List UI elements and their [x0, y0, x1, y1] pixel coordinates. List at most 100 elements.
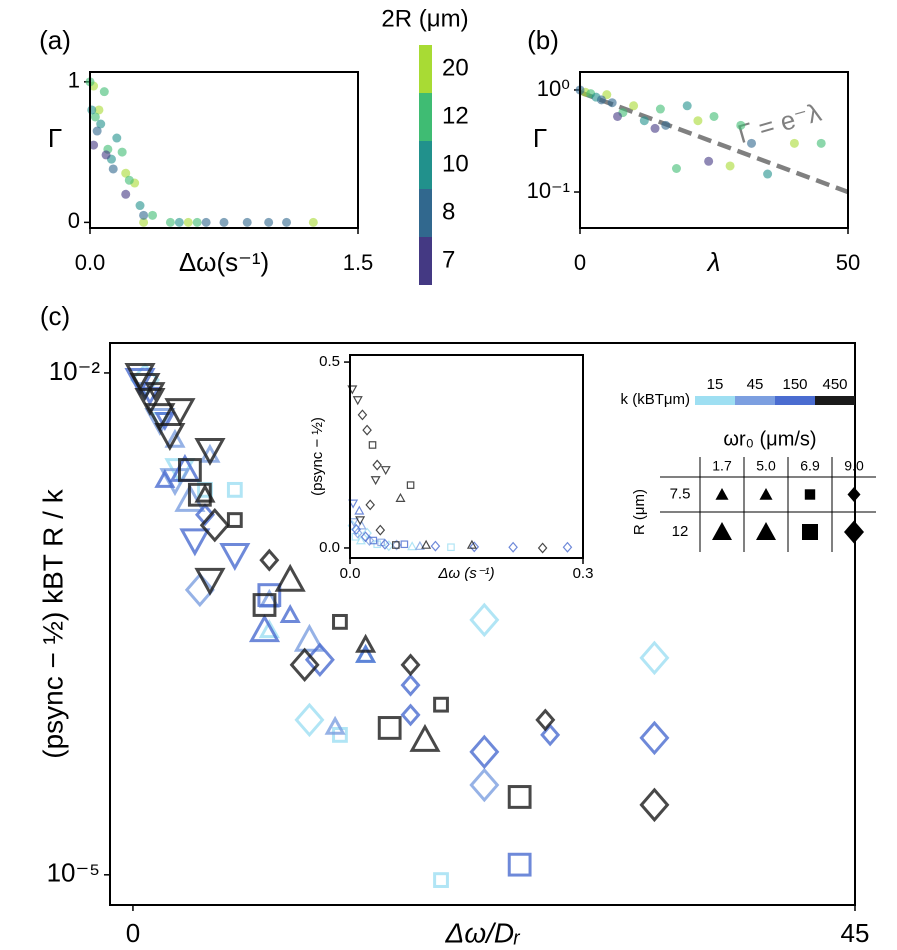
- marker: [400, 540, 409, 549]
- point: [121, 189, 131, 199]
- y-tick-label: 0: [68, 208, 80, 233]
- marker: [144, 382, 166, 402]
- point: [148, 210, 158, 220]
- colorbar-label: 7: [442, 246, 455, 273]
- marker-legend-title: ωr₀ (μm/s): [723, 428, 816, 450]
- marker: [365, 499, 375, 511]
- point: [282, 217, 292, 227]
- marker: [199, 507, 230, 543]
- marker: [274, 563, 306, 592]
- x-tick-label: 0: [126, 918, 140, 948]
- marker: [259, 548, 280, 572]
- marker: [377, 716, 402, 740]
- marker: [219, 543, 251, 572]
- marker: [179, 528, 211, 557]
- marker: [540, 723, 561, 747]
- point: [671, 163, 681, 173]
- point: [135, 201, 145, 211]
- panel-label: (a): [39, 25, 71, 55]
- marker: [537, 542, 548, 554]
- point: [682, 101, 692, 111]
- legend-marker: [844, 520, 864, 544]
- marker: [324, 715, 346, 735]
- marker: [430, 540, 441, 552]
- point: [242, 217, 252, 227]
- x-tick-label: 0.0: [75, 250, 106, 275]
- point: [92, 126, 102, 136]
- marker: [154, 423, 186, 452]
- colorbar-label: 8: [442, 198, 455, 225]
- marker: [124, 368, 156, 397]
- marker: [380, 538, 390, 550]
- marker: [348, 518, 359, 528]
- y-tick-label: 10⁻¹: [527, 178, 570, 203]
- marker-legend-column: 5.0: [756, 458, 776, 474]
- marker: [407, 541, 418, 551]
- marker: [356, 520, 367, 530]
- x-axis-label: λ: [706, 247, 721, 277]
- marker: [392, 541, 400, 549]
- marker-legend-row: 7.5: [670, 485, 691, 502]
- axes-frame: [579, 71, 849, 229]
- point: [201, 217, 211, 227]
- point: [763, 169, 773, 179]
- point: [639, 116, 649, 126]
- marker: [178, 458, 202, 482]
- x-tick-label: 1.5: [343, 250, 374, 275]
- marker: [154, 411, 176, 431]
- x-tick-label: 0.3: [573, 565, 594, 582]
- y-tick-label: 10⁻²: [49, 356, 101, 386]
- marker: [184, 572, 215, 608]
- marker: [384, 540, 394, 552]
- point: [219, 217, 229, 227]
- y-axis-label: Γ: [48, 123, 62, 153]
- point: [174, 217, 184, 227]
- marker: [351, 523, 362, 535]
- marker: [400, 703, 421, 727]
- marker: [469, 541, 480, 553]
- colorbar-segment: [419, 189, 432, 237]
- point: [108, 164, 118, 174]
- marker: [639, 787, 670, 823]
- marker: [369, 536, 378, 545]
- colorbar-label: 450: [822, 376, 847, 393]
- point: [607, 98, 617, 108]
- point: [789, 138, 799, 148]
- point: [661, 120, 671, 130]
- y-axis-label: Γ: [533, 123, 547, 153]
- point: [704, 156, 714, 166]
- legend-marker: [756, 522, 776, 540]
- colorbar-segment: [419, 45, 432, 93]
- colorbar-label: 10: [442, 150, 469, 177]
- marker: [362, 527, 372, 539]
- panel-label: (c): [40, 301, 70, 331]
- marker: [406, 481, 415, 489]
- marker: [226, 512, 243, 528]
- legend-marker: [759, 488, 773, 500]
- point: [736, 120, 746, 130]
- marker: [433, 872, 449, 888]
- marker: [409, 723, 441, 752]
- point: [90, 112, 100, 122]
- point: [650, 123, 660, 133]
- point: [87, 105, 97, 115]
- marker: [360, 531, 371, 543]
- colorbar-segment: [419, 141, 432, 189]
- marker: [154, 468, 176, 488]
- marker: [355, 633, 377, 653]
- point: [613, 111, 623, 121]
- point: [94, 105, 104, 115]
- marker: [469, 602, 500, 638]
- marker: [144, 407, 176, 436]
- marker: [164, 428, 186, 448]
- point: [139, 217, 149, 227]
- point: [192, 217, 202, 227]
- y-axis-label: (psync − ½) kBT R / k: [37, 488, 68, 758]
- colorbar-title: 2R (μm): [381, 5, 468, 32]
- x-tick-label: 50: [836, 250, 860, 275]
- marker: [639, 720, 670, 756]
- marker: [352, 396, 363, 406]
- x-tick-label: 0.0: [340, 565, 361, 582]
- marker: [562, 541, 573, 553]
